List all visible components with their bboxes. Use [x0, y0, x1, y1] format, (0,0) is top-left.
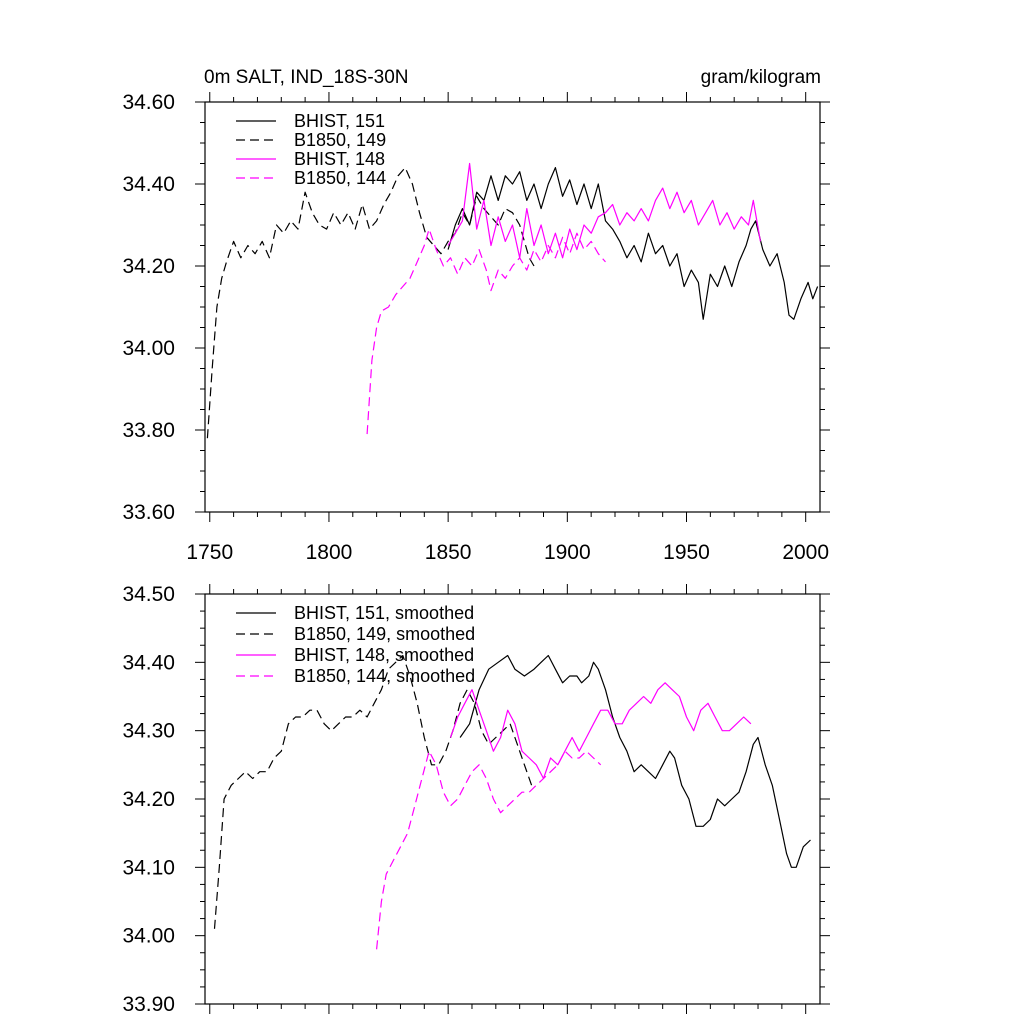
bottom-plot-lines [213, 654, 811, 950]
series-line [459, 654, 811, 868]
x-tick-label: 2000 [782, 541, 829, 564]
top-axis-ticks [195, 92, 830, 522]
bottom-plot-frame [204, 593, 821, 1005]
y-tick-label: 34.30 [122, 720, 175, 743]
y-tick-label: 33.80 [122, 419, 175, 442]
units-label: gram/kilogram [701, 67, 821, 88]
series-line [366, 228, 606, 435]
x-tick-label: 1850 [425, 541, 472, 564]
y-tick-label: 34.10 [122, 856, 175, 879]
top-y-tick-labels: 33.60 33.80 34.00 34.20 34.40 34.60 [122, 91, 175, 524]
series-line [449, 682, 752, 780]
y-tick-label: 34.20 [122, 255, 175, 278]
series-line [213, 654, 533, 929]
top-plot-lines [206, 162, 819, 439]
bottom-axis-ticks [195, 584, 830, 1014]
series-line [376, 750, 602, 950]
y-tick-label: 33.90 [122, 993, 175, 1016]
legend-label: B1850, 149, smoothed [294, 624, 475, 644]
x-tick-label: 1800 [306, 541, 353, 564]
bottom-panel: 33.90 34.00 34.10 34.20 34.30 34.40 34.50 BHIS… [122, 583, 830, 1016]
y-tick-label: 34.20 [122, 788, 175, 811]
x-tick-label: 1900 [544, 541, 591, 564]
top-x-tick-labels: 1750 1800 1850 1900 1950 2000 [186, 541, 829, 564]
series-line [447, 167, 819, 320]
legend-label: BHIST, 151, smoothed [294, 603, 474, 623]
legend-label: BHIST, 148 [294, 149, 385, 169]
top-plot-frame [204, 101, 821, 513]
legend-label: B1850, 144 [294, 168, 386, 188]
series-line [206, 167, 535, 439]
y-tick-label: 34.50 [122, 583, 175, 606]
y-tick-label: 34.40 [122, 173, 175, 196]
legend-label: B1850, 144, smoothed [294, 666, 475, 686]
bottom-y-tick-labels: 33.90 34.00 34.10 34.20 34.30 34.40 34.50 [122, 583, 175, 1016]
chart-title: 0m SALT, IND_18S-30N [204, 67, 409, 88]
y-tick-label: 34.60 [122, 91, 175, 114]
top-panel: 0m SALT, IND_18S-30N gram/kilogram 33.60… [122, 67, 830, 564]
legend-label: BHIST, 151 [294, 111, 385, 131]
x-tick-label: 1950 [663, 541, 710, 564]
series-line [447, 162, 761, 259]
legend-label: B1850, 149 [294, 130, 386, 150]
y-tick-label: 34.00 [122, 925, 175, 948]
y-tick-label: 34.00 [122, 337, 175, 360]
legend-label: BHIST, 148, smoothed [294, 645, 474, 665]
y-tick-label: 33.60 [122, 501, 175, 524]
x-tick-label: 1750 [186, 541, 233, 564]
y-tick-label: 34.40 [122, 651, 175, 674]
